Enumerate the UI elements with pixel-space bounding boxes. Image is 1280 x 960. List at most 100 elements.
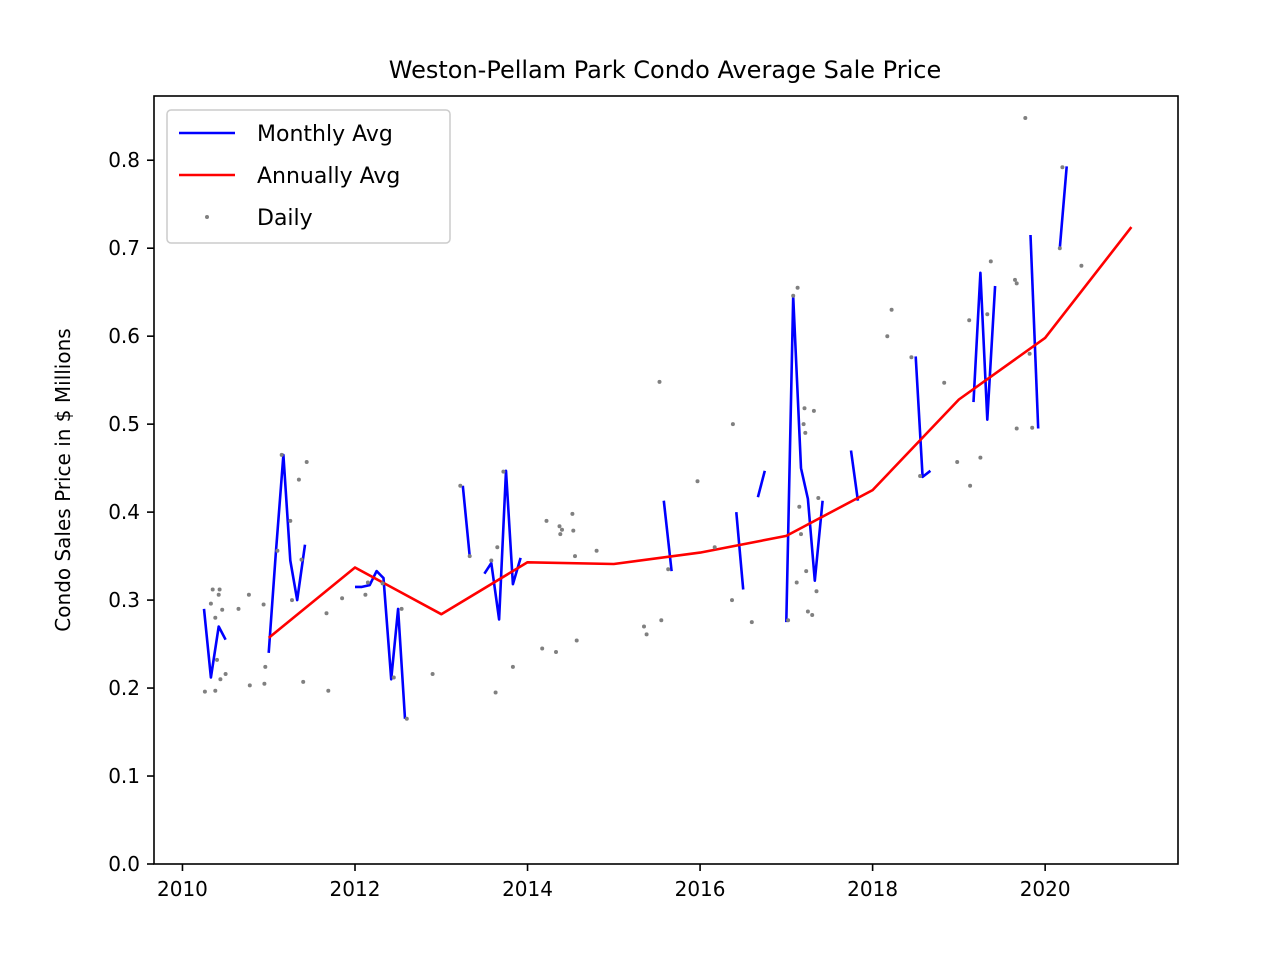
daily-point xyxy=(942,380,947,385)
y-tick-label: 0.6 xyxy=(108,324,140,348)
daily-point xyxy=(247,683,252,688)
daily-point xyxy=(365,580,370,585)
daily-point xyxy=(326,688,331,693)
daily-point xyxy=(296,477,301,482)
monthly-avg-line-segment xyxy=(914,356,932,479)
daily-point xyxy=(918,474,923,478)
plot-frame xyxy=(153,95,1179,865)
daily-point xyxy=(208,601,213,606)
daily-point xyxy=(290,598,294,603)
plot-area xyxy=(202,116,1133,721)
monthly-avg-line-segment xyxy=(662,500,673,572)
daily-point xyxy=(299,557,304,562)
daily-point xyxy=(1057,246,1062,251)
daily-point xyxy=(399,606,404,611)
monthly-avg-line-segment xyxy=(1029,234,1040,429)
legend-entry-label: Daily xyxy=(257,206,313,231)
daily-point xyxy=(489,558,494,563)
daily-point xyxy=(261,602,266,607)
daily-point xyxy=(968,483,973,488)
annual-avg-line xyxy=(267,226,1133,639)
daily-point xyxy=(955,460,960,464)
y-tick-label: 0.3 xyxy=(108,588,140,612)
daily-point xyxy=(493,690,498,695)
daily-point xyxy=(791,293,796,298)
daily-point xyxy=(263,664,268,669)
daily-point xyxy=(695,479,700,484)
daily-point xyxy=(301,679,306,684)
daily-point xyxy=(804,569,809,574)
daily-point xyxy=(642,624,646,629)
x-tick-label: 2014 xyxy=(502,877,553,901)
daily-point xyxy=(217,587,222,592)
daily-point xyxy=(223,672,228,676)
daily-point xyxy=(730,598,734,603)
monthly-avg-line-segment xyxy=(785,295,824,623)
daily-point xyxy=(560,527,564,532)
daily-point xyxy=(889,307,894,312)
daily-point xyxy=(803,430,808,435)
daily-point xyxy=(802,406,807,411)
y-tick-label: 0.1 xyxy=(108,764,140,788)
monthly-avg-line-segment xyxy=(972,271,997,421)
daily-point xyxy=(275,548,280,553)
daily-point xyxy=(324,611,329,616)
daily-point xyxy=(380,581,385,586)
daily-point xyxy=(213,688,218,693)
monthly-avg-line-segment xyxy=(461,485,471,557)
daily-point xyxy=(495,545,500,550)
monthly-avg-line-segment xyxy=(355,569,407,719)
daily-point xyxy=(657,379,662,384)
axes: 2010 2012 2014 2016 2018 2020 0.0 0.1 0.2 0.3 0.4 0… xyxy=(108,95,1179,901)
daily-point xyxy=(236,606,241,611)
daily-point xyxy=(540,646,545,651)
y-axis-label: Condo Sales Price in $ Millions xyxy=(51,328,75,631)
x-tick-label: 2010 xyxy=(157,877,208,901)
y-tick-label: 0.4 xyxy=(108,500,140,524)
daily-point xyxy=(816,496,821,500)
chart-title: Weston-Pellam Park Condo Average Sale Pr… xyxy=(389,56,941,84)
daily-point xyxy=(795,285,800,290)
daily-point xyxy=(544,518,549,523)
daily-point xyxy=(712,545,717,550)
daily-point xyxy=(797,504,802,509)
daily-point xyxy=(216,592,221,597)
daily-point xyxy=(262,681,267,686)
legend-daily-swatch xyxy=(205,215,209,219)
monthly-avg-line-segment xyxy=(1058,166,1068,249)
daily-point xyxy=(1013,277,1017,282)
monthly-avg-line-segment xyxy=(483,469,522,621)
x-tick-label: 2020 xyxy=(1020,877,1071,901)
daily-point xyxy=(801,422,806,427)
daily-point xyxy=(749,620,754,625)
daily-point xyxy=(885,334,890,339)
daily-point xyxy=(340,596,345,601)
daily-point xyxy=(573,554,577,559)
daily-point xyxy=(304,460,309,464)
daily-point xyxy=(202,689,207,694)
monthly-avg-line-segment xyxy=(202,608,227,679)
monthly-avg-line-segment xyxy=(267,453,307,653)
daily-point xyxy=(909,355,914,360)
y-tick-label: 0.2 xyxy=(108,676,140,700)
plot-marks xyxy=(202,116,1133,721)
monthly-avg-line-segment xyxy=(735,511,745,590)
legend: Monthly Avg Annually Avg Daily xyxy=(166,109,451,244)
daily-point xyxy=(510,664,515,669)
daily-point xyxy=(554,650,558,654)
legend-entry-label: Annually Avg xyxy=(257,164,400,189)
daily-point xyxy=(213,615,218,620)
x-tick-label: 2016 xyxy=(675,877,726,901)
daily-point xyxy=(799,532,803,537)
daily-point xyxy=(558,532,563,537)
daily-point xyxy=(786,618,791,623)
daily-point xyxy=(985,312,990,317)
daily-point xyxy=(659,618,664,623)
daily-point xyxy=(1014,281,1019,286)
daily-point xyxy=(571,528,576,533)
daily-point xyxy=(430,672,435,676)
y-tick-label: 0.5 xyxy=(108,412,140,436)
daily-point xyxy=(557,524,562,529)
daily-point xyxy=(215,657,219,662)
daily-point xyxy=(1027,351,1032,356)
